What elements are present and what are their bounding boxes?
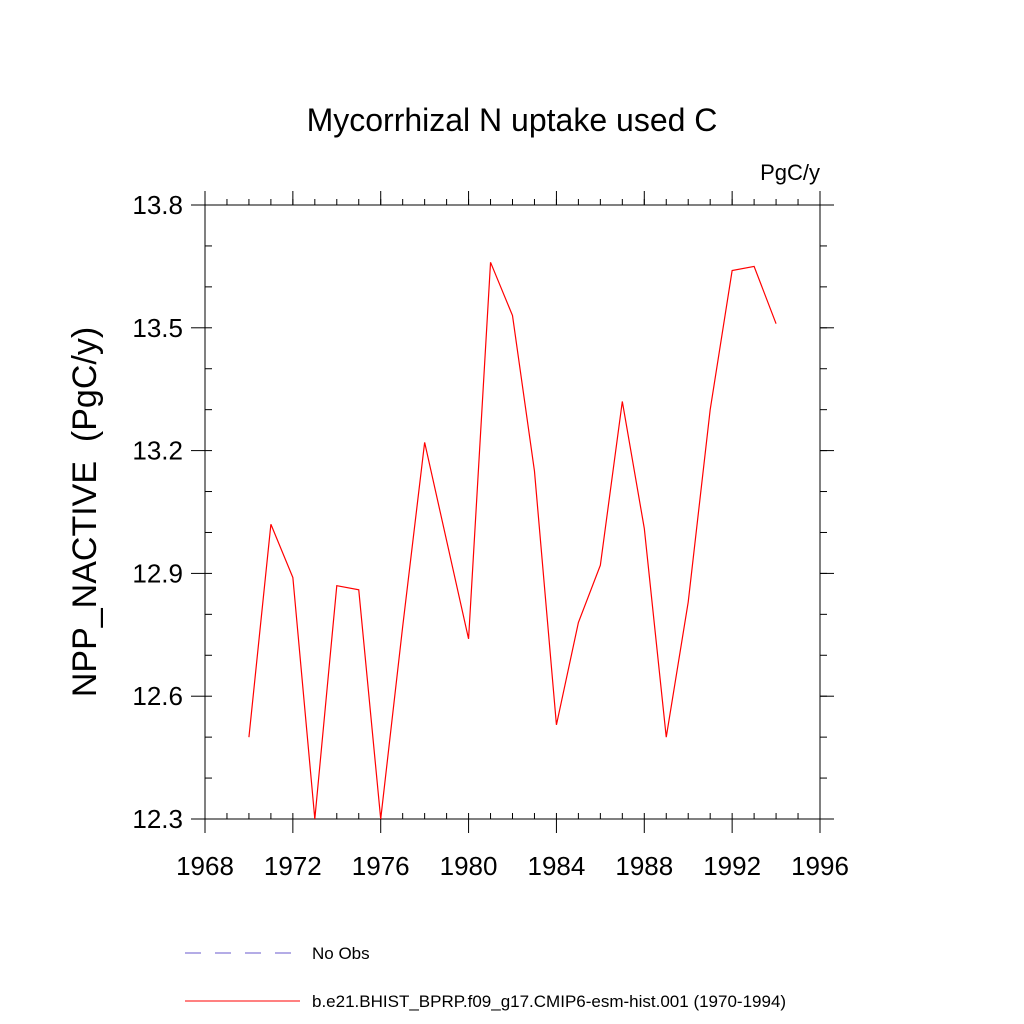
- x-tick-label: 1980: [440, 851, 498, 881]
- x-tick-label: 1972: [264, 851, 322, 881]
- chart-title: Mycorrhizal N uptake used C: [307, 102, 718, 138]
- series-layer: [248, 262, 777, 820]
- y-tick-label: 13.8: [132, 190, 183, 220]
- legend: No Obs b.e21.BHIST_BPRP.f09_g17.CMIP6-esm…: [185, 944, 786, 1011]
- y-axis-label: NPP_NACTIVE (PgC/y): [66, 327, 104, 697]
- y-tick-label: 12.9: [132, 558, 183, 588]
- x-tick-label: 1984: [528, 851, 586, 881]
- y-tick-label: 12.6: [132, 681, 183, 711]
- legend-label: b.e21.BHIST_BPRP.f09_g17.CMIP6-esm-hist.…: [312, 992, 786, 1011]
- series-line: [248, 262, 777, 820]
- y-tick-label: 13.2: [132, 436, 183, 466]
- y-tick-label: 12.3: [132, 804, 183, 834]
- x-tick-label: 1976: [352, 851, 410, 881]
- x-tick-label: 1988: [615, 851, 673, 881]
- y-axis-ticks: 12.3 12.6 12.9 13.2 13.5 13.8: [132, 190, 834, 834]
- x-tick-label: 1968: [176, 851, 234, 881]
- legend-label: No Obs: [312, 944, 370, 963]
- x-tick-label: 1996: [791, 851, 849, 881]
- y-tick-label: 13.5: [132, 313, 183, 343]
- x-tick-label: 1992: [703, 851, 761, 881]
- units-label: PgC/y: [760, 160, 820, 185]
- x-axis-ticks: 1968 1972 1976 1980 1984 1988 1992 1996: [176, 191, 849, 881]
